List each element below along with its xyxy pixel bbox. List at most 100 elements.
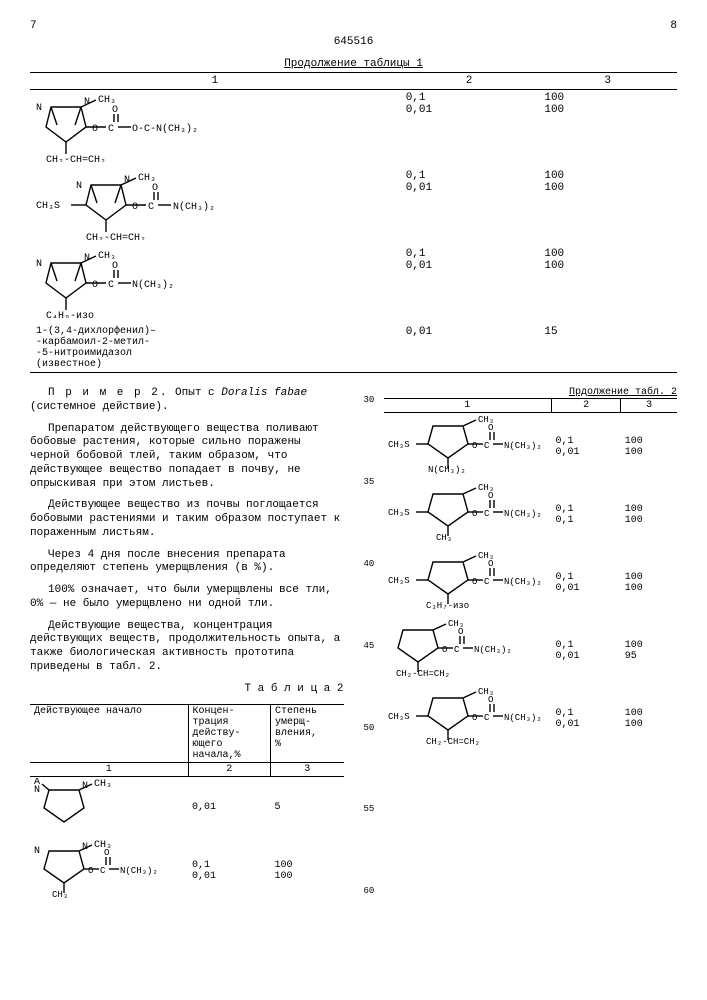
paragraph-4: 100% означает, что были умерщвлены все т…: [30, 584, 344, 612]
chem-structure-t2r-3: CH₃S CH₃ OO C N(CH₃)₂ C₃H₇-изо: [388, 550, 548, 612]
svg-text:N(CH₃)₂: N(CH₃)₂: [132, 279, 174, 291]
table-row: CH₃S CH₃ OO C N(CH₃)₂ N(CH₃)₂ 0,10,01 10…: [384, 413, 678, 482]
svg-text:C: C: [484, 441, 490, 451]
svg-text:N: N: [84, 253, 90, 264]
page-right: 8: [670, 20, 677, 32]
svg-text:A: A: [34, 778, 40, 788]
chem-structure-t2r-2: CH₃S CH₃ OO C N(CH₃)₂ CH₃: [388, 482, 548, 544]
svg-text:N(CH₃)₂: N(CH₃)₂: [504, 441, 542, 451]
chem-structure-t2r-5: CH₃S CH₃ OO C N(CH₃)₂ CH₂-CH=CH₂: [388, 686, 548, 748]
table-2-left: Действующее начало Концен- трация действ…: [30, 704, 344, 904]
table-2-right: 1 2 3: [384, 398, 678, 753]
two-column-section: П р и м е р 2. Опыт с Doralis fabae (сис…: [30, 387, 677, 904]
table-row: NN CH₃ OO C N(CH₃)₂ C₄H₉-изо 0,10,01 100…: [30, 246, 677, 324]
svg-text:CH₃: CH₃: [52, 890, 68, 899]
svg-text:C: C: [100, 866, 106, 876]
right-column: 30 35 40 45 50 55 60 Прдолжение табл. 2 …: [364, 387, 678, 904]
svg-text:CH₂-CH=CH₂: CH₂-CH=CH₂: [86, 233, 146, 240]
svg-text:O: O: [488, 559, 493, 569]
svg-text:O: O: [442, 645, 447, 655]
svg-text:N: N: [34, 846, 40, 857]
patent-number: 645516: [30, 36, 677, 48]
chem-structure-t2l-2: NN CH₃ OO C N(CH₃)₂ CH₃: [34, 839, 184, 899]
paragraph-1: Препаратом действующего вещества поливаю…: [30, 423, 344, 492]
svg-text:O: O: [112, 261, 118, 272]
t1-h1: 1: [30, 73, 400, 90]
svg-text:C₃H₇-изо: C₃H₇-изо: [426, 601, 469, 611]
svg-text:N(CH₃)₂: N(CH₃)₂: [428, 465, 466, 475]
svg-text:O: O: [488, 695, 493, 705]
table2-label: Т а б л и ц а 2: [30, 683, 344, 697]
t1-h2: 2: [400, 73, 539, 90]
chem-structure-t2r-1: CH₃S CH₃ OO C N(CH₃)₂ N(CH₃)₂: [388, 414, 548, 476]
table1-header-row: 1 2 3: [30, 73, 677, 90]
svg-text:O: O: [104, 848, 109, 858]
svg-text:C: C: [148, 202, 154, 213]
svg-text:CH₃S: CH₃S: [36, 201, 60, 212]
svg-text:O: O: [132, 202, 138, 213]
svg-text:O: O: [92, 124, 98, 135]
left-column: П р и м е р 2. Опыт с Doralis fabae (сис…: [30, 387, 344, 904]
svg-text:C: C: [454, 645, 460, 655]
svg-text:N(CH₃)₂: N(CH₃)₂: [504, 713, 542, 723]
table-row: CH₃ OO C N(CH₃)₂ CH₂-CH=CH₂ 0,10,01 1009…: [384, 617, 678, 685]
svg-text:N: N: [124, 175, 130, 186]
svg-text:CH₃: CH₃: [436, 533, 452, 543]
svg-text:N(CH₃)₂: N(CH₃)₂: [474, 645, 512, 655]
paragraph-5: Действующие вещества, концентрация дейст…: [30, 620, 344, 675]
chem-structure-2: CH₃S NN CH₃ OO C N(CH₃)₂ CH₂-CH=CH₂: [30, 168, 400, 246]
table-1: 1 2 3 NN CH₃ OO C O-C-N(CH₃)₂: [30, 72, 677, 377]
svg-text:CH₃S: CH₃S: [388, 508, 410, 518]
svg-text:N: N: [84, 97, 90, 108]
paragraph-3: Через 4 дня после внесения препарата опр…: [30, 549, 344, 577]
svg-text:O: O: [458, 627, 463, 637]
svg-text:N: N: [36, 259, 42, 270]
svg-text:N: N: [82, 842, 88, 853]
svg-text:O: O: [472, 713, 477, 723]
table-row: 1-(3,4-дихлорфенил)– -карбамоил-2-метил-…: [30, 324, 677, 373]
page-numbers: 7 8: [30, 20, 677, 32]
svg-text:C: C: [484, 713, 490, 723]
table2-continuation-label: Прдолжение табл. 2: [384, 387, 678, 398]
table-row: CH₃S CH₃ OO C N(CH₃)₂ C₃H₇-изо 0,10,01 1…: [384, 549, 678, 617]
svg-text:CH₂-CH=CH₂: CH₂-CH=CH₂: [426, 737, 480, 747]
svg-text:O: O: [112, 105, 118, 116]
svg-text:CH₃S: CH₃S: [388, 440, 410, 450]
svg-text:C₄H₉-изо: C₄H₉-изо: [46, 311, 94, 318]
svg-text:N(CH₃)₂: N(CH₃)₂: [504, 577, 542, 587]
chem-structure-t2r-4: CH₃ OO C N(CH₃)₂ CH₂-CH=CH₂: [388, 618, 548, 680]
example2-title: П р и м е р 2. Опыт с Doralis fabae (сис…: [30, 387, 344, 415]
svg-text:N: N: [82, 781, 88, 792]
t2-head-row: Действующее начало Концен- трация действ…: [30, 705, 344, 763]
svg-text:O: O: [92, 280, 98, 291]
paragraph-2: Действующее вещество из почвы поглощаетс…: [30, 499, 344, 540]
svg-text:O-C-N(CH₃)₂: O-C-N(CH₃)₂: [132, 123, 198, 135]
table-row: CH₃S CH₃ OO C N(CH₃)₂ CH₃ 0,10,1 100100: [384, 481, 678, 549]
table-row: NN CH₃ OO C O-C-N(CH₃)₂ CH₂-CH=CH₂ 0,10,…: [30, 90, 677, 169]
table-row: CH₃S NN CH₃ OO C N(CH₃)₂ CH₂-CH=CH₂ 0,10…: [30, 168, 677, 246]
page-left: 7: [30, 20, 37, 32]
svg-text:O: O: [488, 491, 493, 501]
known-compound-name: 1-(3,4-дихлорфенил)– -карбамоил-2-метил-…: [30, 324, 400, 373]
svg-text:CH₃S: CH₃S: [388, 576, 410, 586]
chem-structure-3: NN CH₃ OO C N(CH₃)₂ C₄H₉-изо: [30, 246, 400, 324]
svg-text:O: O: [88, 866, 93, 876]
svg-text:O: O: [152, 183, 158, 194]
table-row: CH₃S CH₃ OO C N(CH₃)₂ CH₂-CH=CH₂ 0,10,01…: [384, 685, 678, 753]
svg-text:N(CH₃)₂: N(CH₃)₂: [120, 866, 158, 876]
table1-continuation-label: Продолжение таблицы 1: [30, 58, 677, 70]
svg-text:C: C: [108, 124, 114, 135]
table-row: NN CH₃ OO C N(CH₃)₂ CH₃ 0,10,01 100100: [30, 838, 344, 904]
svg-text:N(CH₃)₂: N(CH₃)₂: [173, 201, 215, 213]
svg-text:C: C: [108, 280, 114, 291]
table-row: NN A CH₃ 0,01 5: [30, 777, 344, 839]
svg-text:CH₂-CH=CH₂: CH₂-CH=CH₂: [46, 155, 106, 162]
line-numbers: 30 35 40 45 50 55 60: [364, 387, 384, 904]
svg-text:N(CH₃)₂: N(CH₃)₂: [504, 509, 542, 519]
svg-text:O: O: [488, 423, 493, 433]
svg-text:CH₂-CH=CH₂: CH₂-CH=CH₂: [396, 669, 450, 679]
svg-text:N: N: [36, 103, 42, 114]
svg-text:O: O: [472, 577, 477, 587]
chem-structure-t2l-1: NN A CH₃: [34, 778, 184, 833]
svg-text:CH₃: CH₃: [94, 779, 112, 790]
